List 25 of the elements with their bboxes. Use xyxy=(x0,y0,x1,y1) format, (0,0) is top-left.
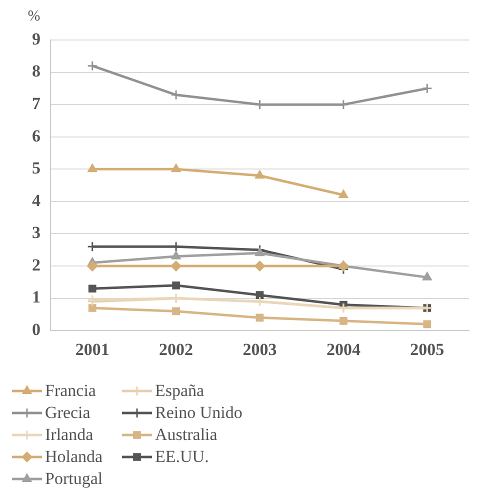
y-tick-label: 6 xyxy=(32,126,40,146)
y-tick-label: 9 xyxy=(32,29,40,48)
x-tick-label: 2003 xyxy=(242,340,277,360)
y-tick-label: 4 xyxy=(32,190,41,210)
legend-label: EE.UU. xyxy=(155,447,209,467)
legend-label: Irlanda xyxy=(45,425,94,445)
y-tick-label: 3 xyxy=(32,223,40,242)
y-tick-label: 5 xyxy=(32,158,40,178)
x-tick-label: 2002 xyxy=(159,340,194,360)
legend-label: Australia xyxy=(155,425,218,445)
y-axis-title: % xyxy=(28,8,40,24)
legend-label: Francia xyxy=(45,381,96,401)
x-tick-label: 2004 xyxy=(326,340,361,360)
y-tick-label: 1 xyxy=(32,288,40,307)
x-tick-label: 2001 xyxy=(75,340,110,360)
legend-label: España xyxy=(155,381,204,401)
y-tick-label: 8 xyxy=(32,62,40,81)
legend-label: Reino Unido xyxy=(155,403,242,423)
y-tick-label: 2 xyxy=(32,255,40,274)
legend-label: Holanda xyxy=(45,447,103,467)
x-tick-label: 2005 xyxy=(410,340,444,360)
legend-label: Portugal xyxy=(45,469,103,489)
y-tick-label: 7 xyxy=(32,94,41,113)
y-tick-label: 0 xyxy=(32,320,40,339)
legend-label: Grecia xyxy=(45,403,90,423)
